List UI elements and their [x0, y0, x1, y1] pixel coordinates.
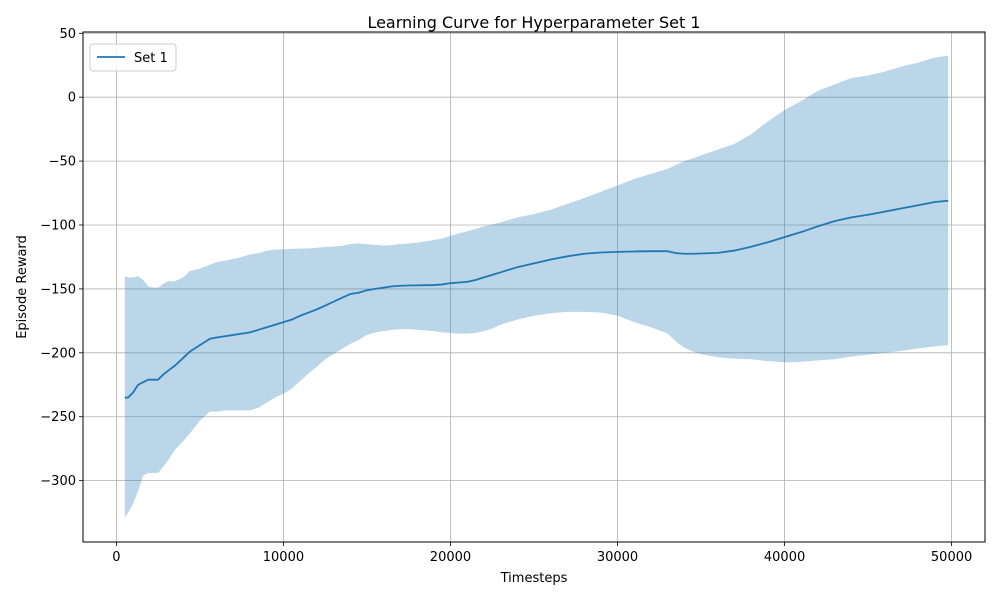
- x-tick-label: 40000: [764, 550, 805, 565]
- y-tick-label: 50: [59, 27, 76, 42]
- y-tick-label: −50: [49, 155, 76, 170]
- y-axis-ticks: 50 0 −50 −100 −150 −200 −250 −300: [40, 27, 83, 489]
- series-lines: [124, 199, 949, 399]
- x-tick-label: 10000: [263, 550, 304, 565]
- y-tick-label: −150: [40, 282, 76, 297]
- confidence-band: [124, 55, 949, 518]
- y-tick-label: −250: [40, 410, 76, 425]
- std-band-set-1: [124, 55, 949, 518]
- x-axis-title: Timesteps: [500, 571, 568, 586]
- plot-frame: [82, 31, 986, 543]
- x-tick-label: 30000: [597, 550, 638, 565]
- x-axis-ticks: 0 10000 20000 30000 40000 50000: [112, 542, 972, 565]
- legend: Set 1: [89, 43, 177, 72]
- legend-box: [89, 43, 177, 72]
- x-tick-label: 20000: [430, 550, 471, 565]
- legend-label-set-1: Set 1: [134, 51, 168, 66]
- x-tick-label: 50000: [931, 550, 972, 565]
- y-tick-label: −200: [40, 346, 76, 361]
- x-tick-label: 0: [112, 550, 120, 565]
- chart-title: Learning Curve for Hyperparameter Set 1: [367, 13, 700, 32]
- grid-lines: [83, 32, 985, 542]
- y-tick-label: −300: [40, 474, 76, 489]
- y-tick-label: 0: [68, 91, 76, 106]
- series-line-set-1: [124, 199, 949, 399]
- y-axis-title: Episode Reward: [15, 235, 30, 339]
- y-tick-label: −100: [40, 219, 76, 234]
